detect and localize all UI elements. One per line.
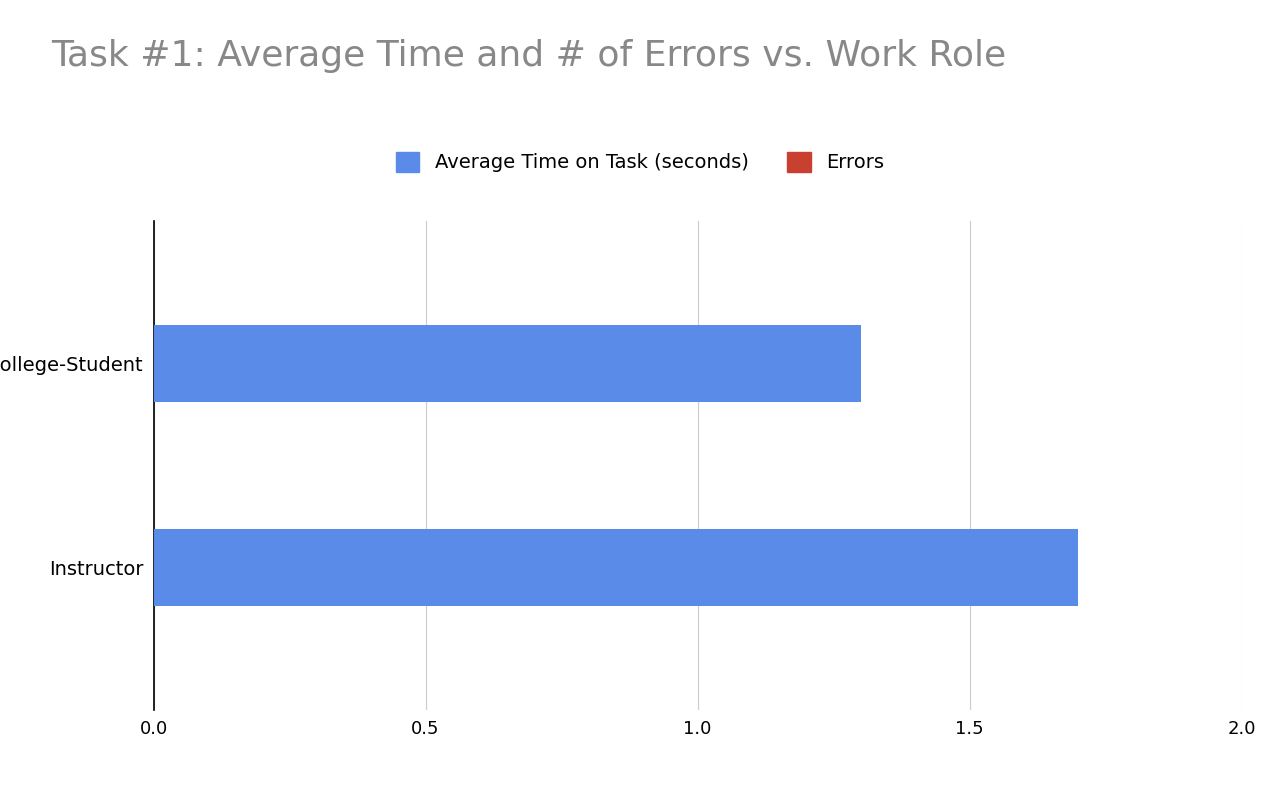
Legend: Average Time on Task (seconds), Errors: Average Time on Task (seconds), Errors: [396, 151, 884, 172]
Text: Task #1: Average Time and # of Errors vs. Work Role: Task #1: Average Time and # of Errors vs…: [51, 39, 1006, 73]
Bar: [154, 325, 861, 402]
Bar: [154, 529, 1078, 606]
